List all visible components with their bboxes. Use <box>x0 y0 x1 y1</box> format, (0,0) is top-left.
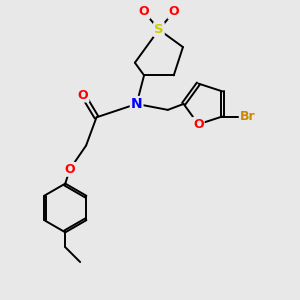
Text: O: O <box>78 88 88 101</box>
Text: O: O <box>193 118 204 131</box>
Text: S: S <box>154 23 164 36</box>
Text: O: O <box>169 5 179 18</box>
Text: O: O <box>139 5 149 18</box>
Text: Br: Br <box>240 110 255 123</box>
Text: O: O <box>64 163 75 176</box>
Text: N: N <box>131 97 142 111</box>
